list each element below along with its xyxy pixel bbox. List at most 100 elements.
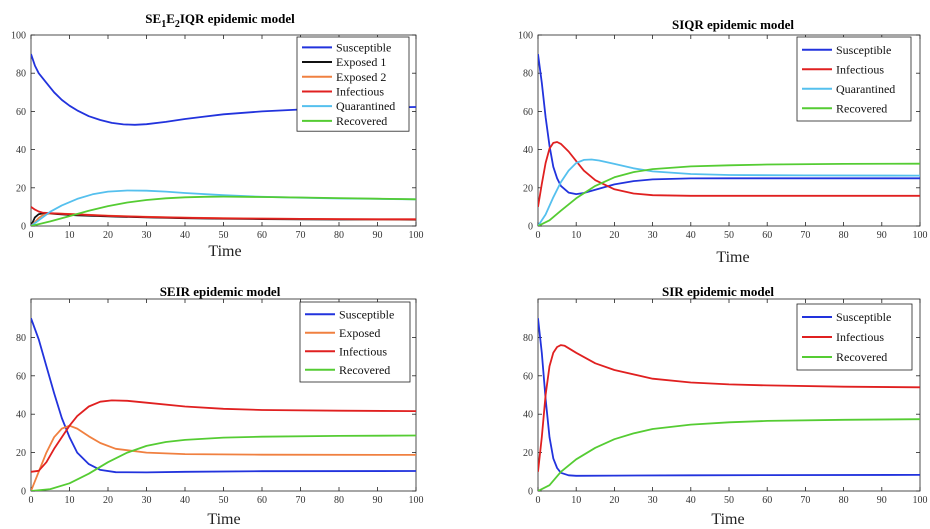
legend-label: Infectious bbox=[836, 330, 884, 344]
x-tick-label: 70 bbox=[800, 230, 810, 241]
x-tick-label: 60 bbox=[762, 495, 772, 506]
y-tick-label: 0 bbox=[528, 222, 533, 233]
y-tick-label: 0 bbox=[528, 487, 533, 498]
y-tick-label: 20 bbox=[523, 183, 533, 194]
y-tick-label: 0 bbox=[21, 487, 26, 498]
y-tick-label: 80 bbox=[16, 69, 26, 80]
x-tick-label: 30 bbox=[648, 495, 658, 506]
y-tick-label: 0 bbox=[21, 222, 26, 233]
x-axis-label: Time bbox=[711, 511, 744, 528]
series-line-susceptible bbox=[538, 53, 920, 195]
x-tick-label: 50 bbox=[724, 495, 734, 506]
y-tick-label: 40 bbox=[16, 410, 26, 421]
legend-label: Infectious bbox=[339, 344, 387, 358]
chart-panel-1: 0 10 20 30 40 50 60 70 80 90 100 0 20 40 60 80 100 Suscep… bbox=[11, 11, 424, 260]
legend-label: Exposed 2 bbox=[336, 70, 386, 84]
y-tick-label: 60 bbox=[16, 371, 26, 382]
series-line-susceptible bbox=[31, 317, 416, 474]
y-tick-label: 40 bbox=[523, 145, 533, 156]
x-tick-label: 0 bbox=[29, 495, 34, 506]
y-tick-label: 80 bbox=[16, 333, 26, 344]
chart-panel-4: 0 10 20 30 40 50 60 70 80 90 100 0 20 40 60 80 Susceptib… bbox=[523, 284, 928, 528]
x-tick-label: 20 bbox=[103, 495, 113, 506]
legend-label: Recovered bbox=[336, 114, 387, 128]
chart-title: SIQR epidemic model bbox=[672, 17, 794, 32]
x-tick-label: 30 bbox=[648, 230, 658, 241]
x-tick-label: 0 bbox=[536, 495, 541, 506]
x-tick-label: 70 bbox=[800, 495, 810, 506]
legend: Susceptible Infectious Recovered bbox=[796, 303, 913, 371]
x-tick-label: 10 bbox=[65, 230, 75, 241]
legend-label: Infectious bbox=[336, 84, 384, 98]
x-tick-label: 0 bbox=[29, 230, 34, 241]
y-tick-label: 60 bbox=[523, 107, 533, 118]
chart-panel-2: 0 10 20 30 40 50 60 70 80 90 100 0 20 40 60 80 100 Suscep… bbox=[518, 17, 928, 266]
y-tick-label: 40 bbox=[523, 410, 533, 421]
x-tick-label: 20 bbox=[609, 495, 619, 506]
y-tick-label: 80 bbox=[523, 69, 533, 80]
chart-panel-3: 0 10 20 30 40 50 60 70 80 90 100 0 20 40 60 80 Susceptib… bbox=[16, 284, 424, 528]
legend-label: Infectious bbox=[836, 62, 884, 76]
x-tick-label: 0 bbox=[536, 230, 541, 241]
y-tick-label: 100 bbox=[11, 31, 26, 42]
y-tick-label: 60 bbox=[523, 371, 533, 382]
x-tick-label: 90 bbox=[373, 495, 383, 506]
x-axis-label: Time bbox=[716, 249, 749, 266]
x-tick-label: 70 bbox=[296, 495, 306, 506]
chart-title-part: E bbox=[166, 11, 175, 26]
legend-label: Recovered bbox=[339, 363, 390, 377]
legend-box bbox=[299, 301, 411, 383]
legend: Susceptible Exposed Infectious Recovered bbox=[299, 301, 411, 383]
x-tick-label: 60 bbox=[762, 230, 772, 241]
x-tick-label: 30 bbox=[142, 230, 152, 241]
series-line-infectious bbox=[31, 206, 416, 221]
chart-title-part: 2 bbox=[175, 19, 180, 30]
y-tick-label: 20 bbox=[16, 183, 26, 194]
chart-title-part: 1 bbox=[161, 19, 166, 30]
x-axis-label: Time bbox=[208, 243, 241, 260]
legend-label: Susceptible bbox=[836, 43, 891, 57]
legend-label: Quarantined bbox=[336, 99, 395, 113]
series-line-recovered bbox=[538, 162, 920, 226]
x-tick-label: 80 bbox=[839, 495, 849, 506]
legend-box bbox=[796, 303, 913, 371]
x-tick-label: 100 bbox=[409, 495, 424, 506]
x-tick-label: 80 bbox=[839, 230, 849, 241]
x-tick-label: 40 bbox=[686, 495, 696, 506]
chart-title: SE1E2IQR epidemic model bbox=[145, 11, 295, 30]
x-tick-label: 100 bbox=[913, 230, 928, 241]
series-line-susceptible bbox=[31, 53, 416, 126]
series-line-infectious bbox=[538, 344, 920, 472]
x-tick-label: 10 bbox=[571, 230, 581, 241]
series-line-recovered bbox=[31, 434, 416, 491]
series-line-recovered bbox=[31, 195, 416, 226]
legend-label: Recovered bbox=[836, 101, 887, 115]
x-tick-label: 90 bbox=[877, 495, 887, 506]
series-line-infectious bbox=[538, 141, 920, 208]
legend: Susceptible Infectious Quarantined Recovere… bbox=[796, 36, 912, 122]
y-tick-label: 80 bbox=[523, 333, 533, 344]
legend-box bbox=[796, 36, 912, 122]
y-tick-label: 100 bbox=[518, 31, 533, 42]
x-tick-label: 100 bbox=[409, 230, 424, 241]
y-tick-label: 60 bbox=[16, 107, 26, 118]
x-tick-label: 60 bbox=[257, 495, 267, 506]
legend-label: Exposed bbox=[339, 326, 380, 340]
legend-box bbox=[296, 36, 410, 132]
series-line-exposed bbox=[31, 424, 416, 491]
series-line-infectious bbox=[31, 399, 416, 473]
x-tick-label: 40 bbox=[686, 230, 696, 241]
x-tick-label: 90 bbox=[877, 230, 887, 241]
x-tick-label: 10 bbox=[65, 495, 75, 506]
x-axis-label: Time bbox=[207, 511, 240, 528]
series-line-recovered bbox=[538, 418, 920, 491]
x-tick-label: 40 bbox=[180, 495, 190, 506]
chart-title-part: SE bbox=[145, 11, 161, 26]
x-tick-label: 40 bbox=[180, 230, 190, 241]
chart-title: SIR epidemic model bbox=[662, 284, 774, 299]
x-tick-label: 10 bbox=[571, 495, 581, 506]
legend-label: Susceptible bbox=[836, 310, 891, 324]
chart-title-part: IQR epidemic model bbox=[180, 11, 295, 26]
x-tick-label: 80 bbox=[334, 495, 344, 506]
